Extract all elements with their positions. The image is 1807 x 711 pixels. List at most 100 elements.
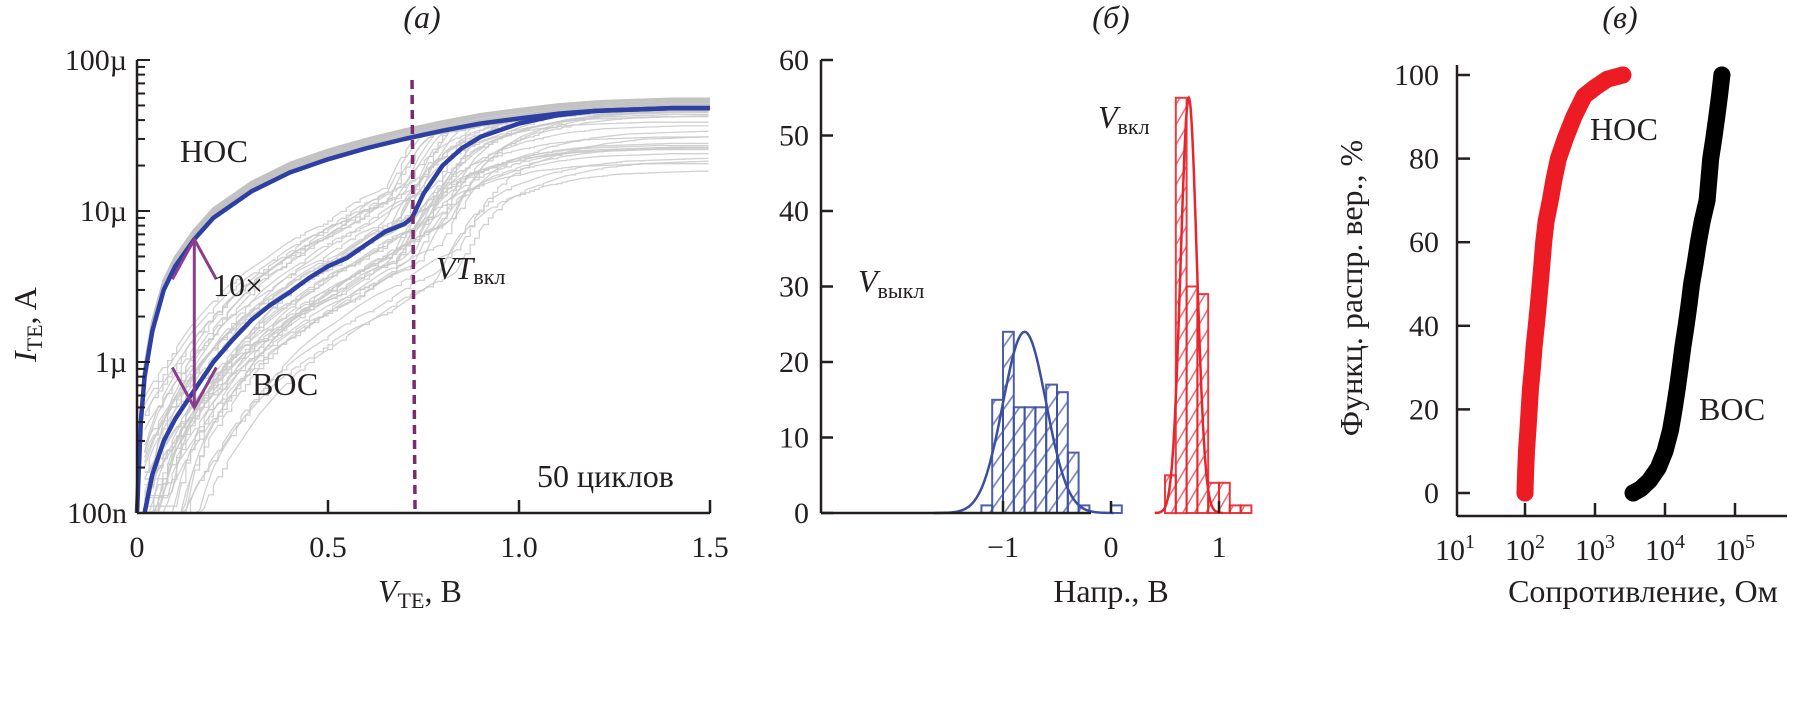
axes-a: 0 0.5 1.0 1.5 100n 1µ 10µ 100µ: [65, 44, 729, 564]
cycles-label: 50 циклов: [537, 458, 674, 494]
bar-v-on: [1218, 481, 1231, 514]
cycle-curve: [144, 157, 709, 514]
v-off-label-main: V: [858, 263, 881, 299]
x-tick-label-c: 102: [1505, 531, 1545, 567]
y-tick-label-b: 50: [779, 120, 809, 153]
x-axis-title-c: Сопротивление, Ом: [1508, 573, 1778, 609]
hrs-label-c: ВОС: [1699, 391, 1765, 427]
vt-on-label: VTвкл: [436, 250, 505, 289]
vt-on-label-main: VT: [436, 250, 476, 286]
y-tick-label-a: 100µ: [65, 44, 127, 77]
cdf-marker: [1516, 484, 1534, 502]
y-tick-label-a: 10µ: [80, 195, 127, 228]
bar-v-on: [1228, 504, 1242, 514]
bar-v-off: [1034, 406, 1048, 514]
x-tick-label-c-exp: 2: [1535, 531, 1545, 553]
histogram-bars: [980, 96, 1253, 515]
x-axis-title-a-unit: , В: [424, 573, 461, 609]
cycle-curve: [144, 121, 709, 446]
x-tick-label-c-base: 10: [1575, 534, 1605, 567]
y-tick-label-b: 20: [779, 346, 809, 379]
y-tick-label-c: 20: [1409, 393, 1439, 426]
v-off-label-sub: выкл: [878, 278, 925, 303]
x-axis-title-b: Напр., В: [1053, 573, 1168, 609]
x-tick-label-c-exp: 1: [1465, 531, 1475, 553]
cycle-curve: [144, 125, 709, 514]
y-tick-label-b: 60: [779, 44, 809, 77]
cycle-curve: [143, 136, 709, 493]
x-tick-label-a: 0.5: [309, 531, 347, 564]
arrow-head-up: [170, 236, 218, 280]
cycle-curve: [144, 160, 709, 514]
bar-v-on: [1185, 285, 1199, 514]
v-off-label: Vвыкл: [858, 263, 924, 303]
hrs-mean-curve: [142, 105, 710, 514]
fit-v-off: [933, 330, 1114, 515]
cdf-series: [1516, 66, 1731, 502]
gaussian-fits: [933, 95, 1223, 515]
y-tick-label-b: 30: [779, 271, 809, 304]
panel-a-label: (a): [403, 0, 440, 35]
hrs-label: ВОС: [252, 366, 318, 402]
x-tick-label-c-exp: 4: [1675, 531, 1685, 553]
y-tick-label-b: 0: [794, 497, 809, 530]
v-on-label-main: V: [1098, 99, 1121, 135]
y-axis-title-a: ITE, A: [7, 287, 47, 363]
y-tick-label-a: 100n: [67, 497, 127, 530]
x-tick-label-b: 1: [1212, 531, 1227, 564]
cycle-curve: [144, 142, 709, 514]
x-axis-title-a: VTE, В: [378, 573, 462, 613]
lrs-label: НОС: [180, 133, 248, 169]
x-tick-label-a: 1.5: [691, 531, 729, 564]
y-tick-label-a: 1µ: [95, 346, 127, 379]
cycle-curve-lrs: [135, 97, 710, 504]
bar-v-off: [1012, 406, 1026, 514]
cdf-marker: [1624, 484, 1642, 502]
x-tick-label-b: 0: [1104, 531, 1119, 564]
y-axis-title-a-sub: TE: [22, 324, 47, 351]
y-axis-title-c: Функц. распр. вер., %: [1333, 140, 1369, 436]
panel-c-label: (в): [1602, 0, 1637, 35]
x-tick-label-c-base: 10: [1435, 534, 1465, 567]
y-tick-label-c: 0: [1424, 477, 1439, 510]
cycle-curve: [144, 148, 709, 479]
arrow-head-down: [170, 366, 218, 411]
x-tick-label-c: 104: [1645, 531, 1685, 567]
bar-v-off: [1023, 406, 1037, 514]
ratio-label: 10×: [213, 267, 263, 303]
x-tick-label-c: 101: [1435, 531, 1475, 567]
cycle-curve: [144, 109, 709, 514]
cycle-curve: [144, 136, 709, 514]
cycle-curve: [144, 111, 709, 514]
cycle-curve: [144, 130, 709, 514]
x-tick-label-b: −1: [987, 531, 1019, 564]
fit-v-on: [1154, 95, 1223, 515]
x-axis-title-a-main: V: [378, 573, 401, 609]
cycle-curve: [143, 144, 709, 500]
ratio-arrow: [170, 236, 218, 411]
cdf-hrs: [1624, 66, 1731, 502]
y-tick-label-b: 10: [779, 422, 809, 455]
panel-b-label: (б): [1092, 0, 1129, 35]
vt-on-label-sub: вкл: [473, 264, 505, 289]
x-tick-label-a: 0: [130, 531, 145, 564]
x-tick-label-c-base: 10: [1645, 534, 1675, 567]
x-tick-label-c: 103: [1575, 531, 1615, 567]
cdf-marker: [1614, 66, 1632, 84]
x-tick-label-a: 1.0: [500, 531, 538, 564]
y-tick-label-c: 100: [1394, 59, 1439, 92]
x-tick-label-c-exp: 5: [1745, 531, 1755, 553]
y-tick-label-b: 40: [779, 195, 809, 228]
bar-v-off: [1056, 391, 1069, 515]
y-axis-title-a-main: I: [7, 350, 43, 363]
y-tick-label-c: 80: [1409, 143, 1439, 176]
bar-v-on: [1239, 504, 1253, 514]
cycle-curve: [144, 115, 709, 514]
v-on-label-sub: вкл: [1118, 114, 1150, 139]
x-tick-label-c: 105: [1715, 531, 1755, 567]
